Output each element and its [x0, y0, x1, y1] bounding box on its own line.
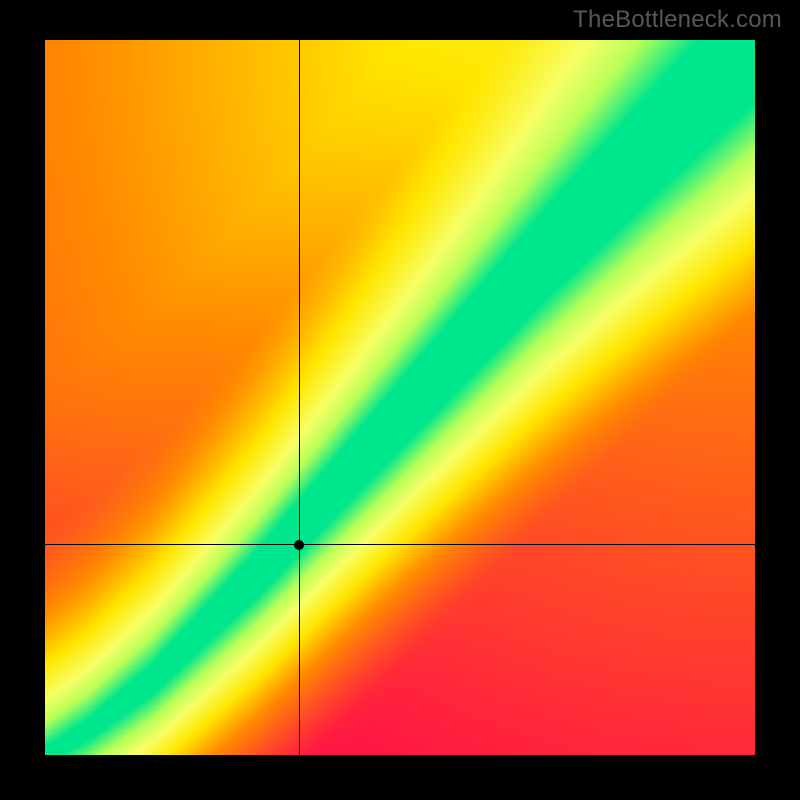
crosshair-marker	[294, 540, 304, 550]
watermark-text: TheBottleneck.com	[573, 6, 782, 34]
heatmap-canvas	[45, 40, 755, 755]
crosshair-horizontal	[45, 544, 755, 545]
crosshair-vertical	[299, 40, 300, 755]
plot-area	[45, 40, 755, 755]
